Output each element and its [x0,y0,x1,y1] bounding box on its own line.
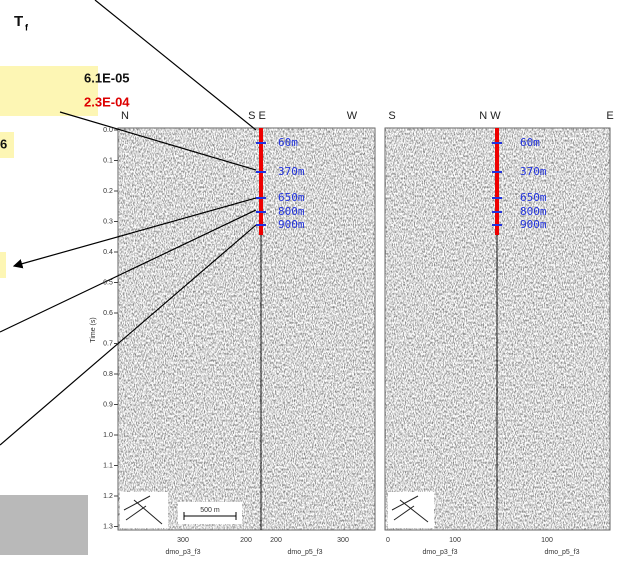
depth-label: 650m [278,191,305,204]
time-tick: 0.9 [103,401,113,408]
value: 6 [0,136,7,151]
title: T [14,13,23,30]
axis-label: Time (s) [90,317,97,342]
depth-label: 60m [520,136,540,149]
time-tick: 0.7 [103,340,113,347]
scale-label: 500 m [200,507,220,514]
depth-label: 800m [520,205,547,218]
time-tick: 0.1 [103,157,113,164]
x-tick: 200 [270,537,282,544]
time-tick: 0.8 [103,371,113,378]
compass-lines [123,495,163,525]
well [259,128,263,235]
time-tick: 0.3 [103,218,113,225]
time-tick: 0.0 [103,127,113,134]
value-box [0,132,14,158]
line-name: dmo_p5_f3 [287,549,322,556]
time-tick: 1.0 [103,432,113,439]
x-tick: 0 [386,537,390,544]
gray-box [0,495,88,555]
value-box [0,252,6,278]
line-name: dmo_p3_f3 [165,549,200,556]
time-tick: 0.4 [103,249,113,256]
compass-label: W [347,110,358,122]
compass-label: N [121,110,129,122]
scale-bar [183,512,237,520]
seismic-texture [118,128,375,530]
depth-label: 800m [278,205,305,218]
compass [388,492,434,528]
value: 6.1E-05 [84,70,130,85]
compass-label: E [606,110,613,122]
x-tick: 300 [177,537,189,544]
depth-label: 60m [278,136,298,149]
depth-label: 900m [278,218,305,231]
well [495,128,499,235]
x-tick: 100 [449,537,461,544]
time-tick: 1.2 [103,493,113,500]
value: 2.3E-04 [84,94,130,109]
depth-label: 900m [520,218,547,231]
compass-lines [391,495,429,523]
depth-label: 370m [520,165,547,178]
x-tick: 300 [337,537,349,544]
time-tick: 0.2 [103,188,113,195]
depth-label: 370m [278,165,305,178]
value-box [0,66,98,116]
line-name: dmo_p5_f3 [544,549,579,556]
depth-label: 650m [520,191,547,204]
title-sub: f [25,22,29,32]
x-tick: 200 [240,537,252,544]
time-tick: 1.3 [103,523,113,530]
line-name: dmo_p3_f3 [422,549,457,556]
pointers [0,0,257,446]
time-tick: 0.5 [103,279,113,286]
compass-label: N W [479,110,501,122]
time-tick: 1.1 [103,462,113,469]
compass-label: S E [248,110,266,122]
compass-label: S [388,110,395,122]
x-tick: 100 [541,537,553,544]
scale-box [178,502,242,524]
time-tick: 0.6 [103,310,113,317]
